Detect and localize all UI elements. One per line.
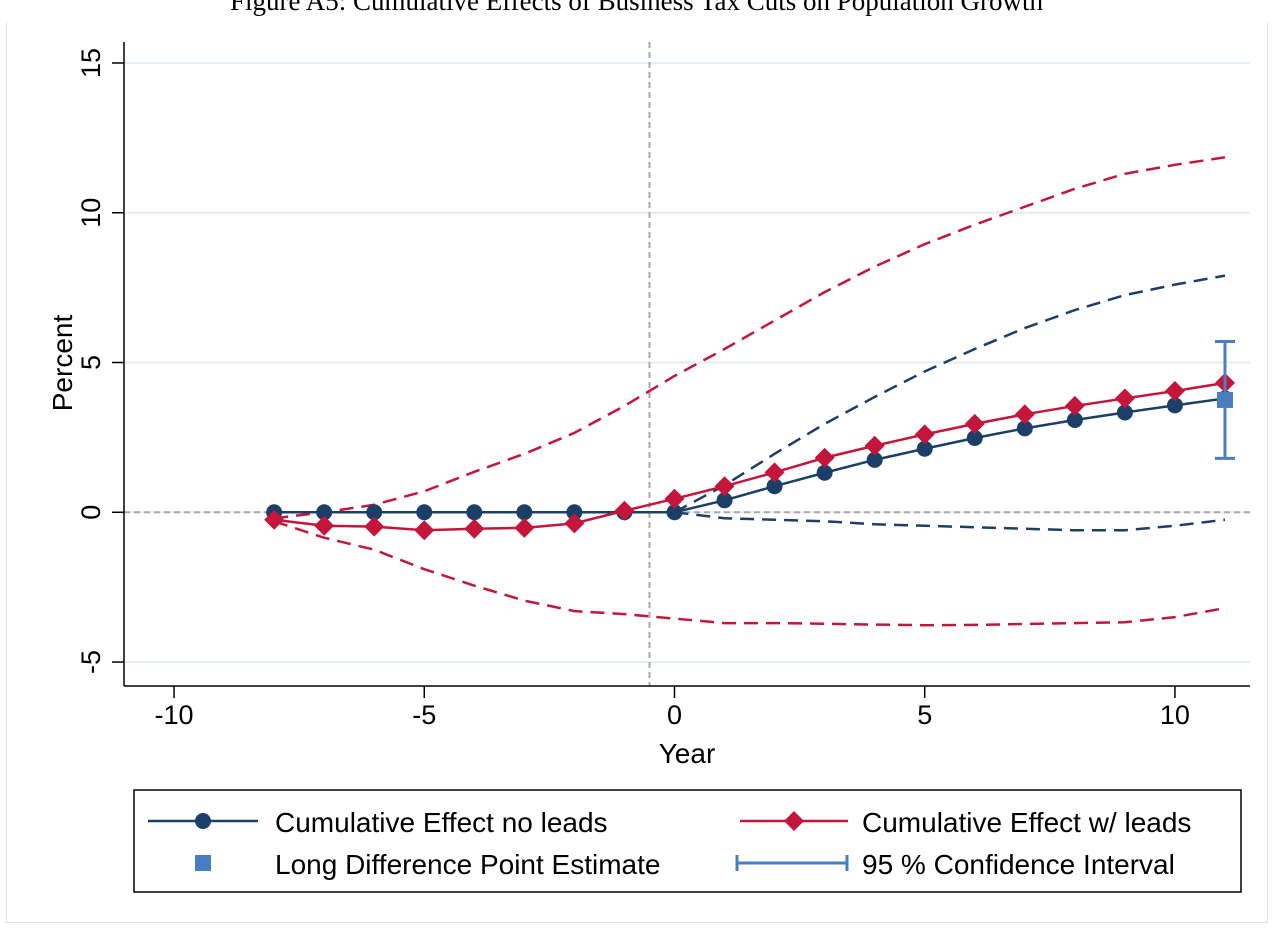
series-point-no-leads	[516, 504, 533, 521]
chart-title: Figure A5: Cumulative Effects of Busines…	[229, 0, 1044, 16]
series-point-no-leads	[816, 464, 833, 481]
series-point-w-leads	[464, 518, 485, 539]
x-tick-label-10: 10	[1160, 700, 1190, 730]
point-estimate-marker	[1216, 391, 1233, 408]
legend-marker-w-leads	[784, 811, 804, 831]
legend-label-w-leads: Cumulative Effect w/ leads	[862, 807, 1191, 838]
series-point-no-leads	[416, 504, 433, 521]
legend-box	[133, 789, 1242, 893]
axes: -5 0 5 10 15 -10 -5 0 5 10	[76, 42, 1250, 730]
y-tick-label-0: 0	[76, 505, 106, 520]
series-point-no-leads	[716, 492, 733, 509]
series-point-no-leads	[1116, 404, 1133, 421]
confidence-band-0-lower	[674, 511, 1226, 532]
series-point-no-leads	[866, 451, 883, 468]
series-point-no-leads	[316, 504, 333, 521]
series-point-no-leads	[916, 440, 933, 457]
series-point-w-leads	[664, 488, 685, 509]
series-point-no-leads	[666, 504, 683, 521]
series-point-w-leads	[914, 424, 935, 445]
series-point-no-leads	[1016, 420, 1033, 437]
series-point-w-leads	[964, 413, 985, 434]
x-tick-label-0: 0	[667, 700, 682, 730]
y-tick-label-5: 5	[76, 355, 106, 370]
series-point-w-leads	[764, 462, 785, 483]
legend-marker-point-estimate	[195, 855, 211, 871]
series-point-no-leads	[366, 504, 383, 521]
series-point-w-leads	[414, 520, 435, 541]
confidence-band-1-upper	[273, 156, 1226, 520]
x-tick-label--5: -5	[412, 700, 436, 730]
series-markers	[264, 340, 1235, 541]
series-line-0	[274, 397, 1226, 514]
series-point-w-leads	[1164, 380, 1185, 401]
x-tick-label--10: -10	[155, 700, 194, 730]
series-point-w-leads	[814, 447, 835, 468]
reference-lines	[124, 42, 1250, 686]
series-point-w-leads	[364, 516, 385, 537]
confidence-band-1-lower	[273, 520, 1226, 627]
y-tick-label-10: 10	[76, 198, 106, 228]
y-tick-label-15: 15	[76, 48, 106, 78]
series-point-w-leads	[514, 517, 535, 538]
legend-marker-no-leads	[195, 813, 211, 829]
series-point-no-leads	[466, 504, 483, 521]
legend-label-no-leads: Cumulative Effect no leads	[275, 807, 608, 838]
series-point-w-leads	[714, 476, 735, 497]
legend: Cumulative Effect no leads Cumulative Ef…	[133, 789, 1242, 893]
series-point-no-leads	[1066, 412, 1083, 429]
series-point-w-leads	[564, 513, 585, 534]
series-point-w-leads	[314, 515, 335, 536]
series-point-w-leads	[1064, 395, 1085, 416]
series-point-w-leads	[264, 509, 285, 530]
series-point-w-leads	[614, 500, 635, 521]
grid-lines	[124, 61, 1250, 664]
chart-frame	[6, 22, 1268, 923]
x-tick-label-5: 5	[917, 700, 932, 730]
confidence-band-0-upper	[673, 274, 1226, 514]
confidence-bands	[273, 156, 1226, 627]
x-axis-label: Year	[659, 738, 716, 769]
series-point-no-leads	[1166, 397, 1183, 414]
y-tick-label--5: -5	[76, 650, 106, 674]
series-point-w-leads	[864, 435, 885, 456]
legend-label-confidence-interval: 95 % Confidence Interval	[862, 849, 1175, 880]
series-point-no-leads	[966, 429, 983, 446]
series-point-no-leads	[766, 478, 783, 495]
series-point-w-leads	[1014, 404, 1035, 425]
series-point-w-leads	[1114, 388, 1135, 409]
y-axis-label: Percent	[47, 315, 78, 412]
series-point-no-leads	[566, 504, 583, 521]
legend-label-point-estimate: Long Difference Point Estimate	[275, 849, 660, 880]
